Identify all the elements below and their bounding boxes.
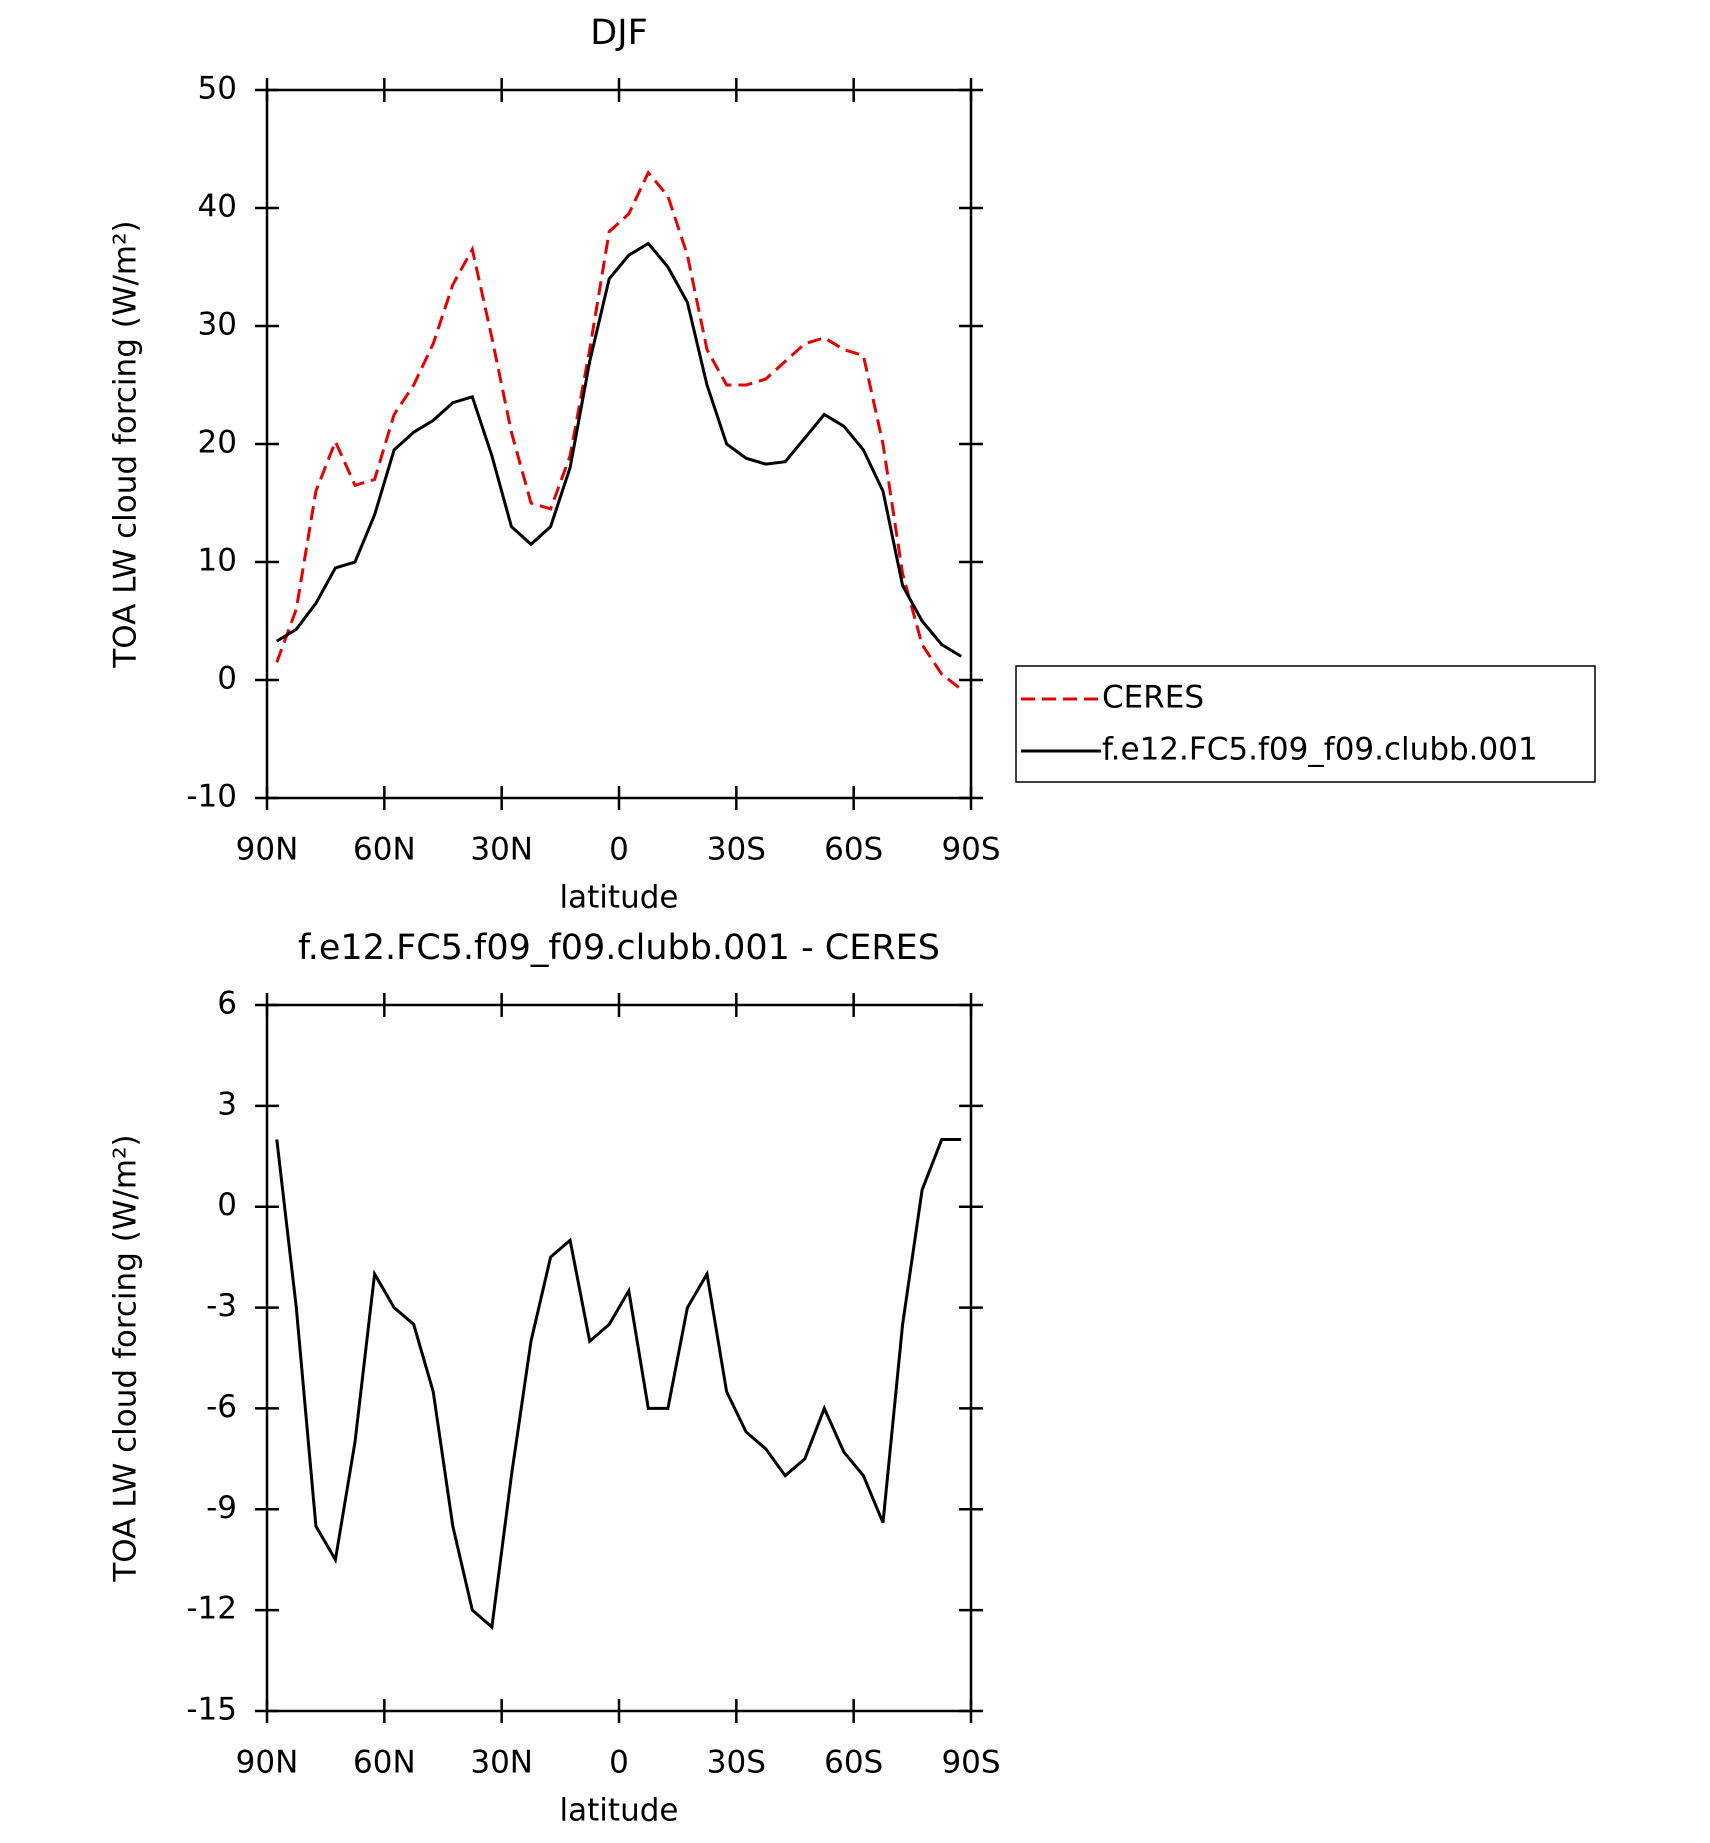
- x-tick-label: 90S: [941, 832, 1000, 868]
- data-line: [275, 169, 963, 691]
- y-axis-label: TOA LW cloud forcing (W/m²): [108, 1134, 144, 1582]
- x-tick-label: 0: [609, 832, 629, 868]
- data-line: [276, 241, 962, 658]
- plot-frame: [265, 1003, 973, 1713]
- x-tick-label: 60N: [353, 1745, 416, 1781]
- y-tick-label: -12: [186, 1591, 237, 1627]
- x-axis-label: latitude: [560, 1793, 679, 1829]
- x-axis-label: latitude: [560, 880, 679, 916]
- y-tick-label: 20: [198, 425, 237, 461]
- y-tick-label: 0: [217, 661, 237, 697]
- y-tick-label: 10: [198, 543, 237, 579]
- x-tick-label: 30N: [470, 832, 533, 868]
- y-tick-label: 40: [198, 189, 237, 225]
- y-tick-label: 6: [217, 986, 237, 1022]
- y-tick-label: -15: [186, 1692, 237, 1728]
- x-tick-label: 60N: [353, 832, 416, 868]
- x-tick-label: 60S: [824, 1745, 883, 1781]
- legend-box: [1015, 665, 1596, 783]
- y-tick-label: 30: [198, 307, 237, 343]
- legend-label: CERES: [1102, 680, 1204, 716]
- x-tick-label: 30N: [470, 1745, 533, 1781]
- y-tick-label: 50: [198, 71, 237, 107]
- chart-title: f.e12.FC5.f09_f09.clubb.001 - CERES: [298, 928, 940, 968]
- y-tick-label: -3: [206, 1288, 237, 1324]
- x-tick-label: 0: [609, 1745, 629, 1781]
- legend-label: f.e12.FC5.f09_f09.clubb.001: [1102, 732, 1538, 768]
- plot-frame: [265, 88, 973, 800]
- x-tick-label: 60S: [824, 832, 883, 868]
- y-tick-label: 0: [217, 1187, 237, 1223]
- x-tick-label: 90N: [236, 1745, 299, 1781]
- y-axis-label: TOA LW cloud forcing (W/m²): [108, 220, 144, 668]
- x-tick-label: 30S: [707, 1745, 766, 1781]
- x-tick-label: 90N: [236, 832, 299, 868]
- y-tick-label: 3: [217, 1086, 237, 1122]
- data-line: [275, 1138, 962, 1630]
- y-tick-label: -6: [206, 1389, 237, 1425]
- x-tick-label: 90S: [941, 1745, 1000, 1781]
- x-tick-label: 30S: [707, 832, 766, 868]
- chart-title: DJF: [590, 13, 647, 53]
- y-tick-label: -9: [206, 1490, 237, 1526]
- y-tick-label: -10: [186, 779, 237, 815]
